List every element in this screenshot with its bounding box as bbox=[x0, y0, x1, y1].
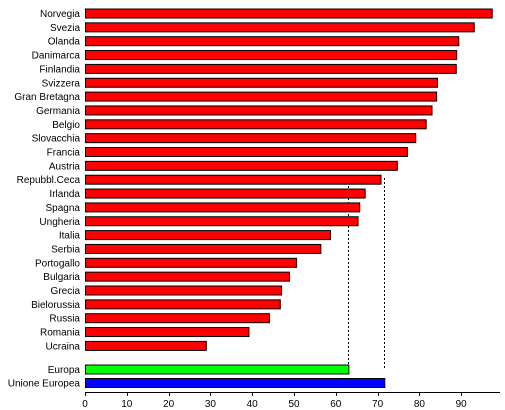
category-label-1: Svezia bbox=[50, 23, 80, 34]
category-label-11: Austria bbox=[49, 161, 81, 172]
bar-22 bbox=[85, 313, 270, 324]
bar-12 bbox=[85, 174, 382, 185]
x-tick-label-0: 0 bbox=[82, 399, 88, 410]
category-label-18: Portogallo bbox=[35, 258, 80, 269]
bar-19 bbox=[85, 271, 290, 282]
category-label-12: Repubbl.Ceca bbox=[17, 175, 81, 186]
bar-4 bbox=[85, 63, 457, 74]
bar-26 bbox=[85, 378, 386, 388]
x-tick-label-6: 60 bbox=[330, 399, 342, 410]
x-tick-label-5: 50 bbox=[288, 399, 300, 410]
x-tick-label-7: 70 bbox=[372, 399, 384, 410]
category-label-23: Romania bbox=[40, 328, 80, 339]
category-label-8: Belgio bbox=[52, 120, 80, 131]
category-label-4: Finlandia bbox=[39, 64, 80, 75]
bar-14 bbox=[85, 202, 361, 213]
category-label-17: Serbia bbox=[51, 244, 80, 255]
category-label-15: Ungheria bbox=[39, 217, 80, 228]
category-label-2: Olanda bbox=[48, 37, 81, 48]
x-tick-label-3: 30 bbox=[205, 399, 217, 410]
category-label-9: Slovacchia bbox=[32, 134, 81, 145]
category-label-13: Irlanda bbox=[49, 189, 80, 200]
category-label-6: Gran Bretagna bbox=[14, 92, 80, 103]
bar-16 bbox=[85, 230, 331, 241]
bar-13 bbox=[85, 188, 366, 199]
bar-23 bbox=[85, 327, 250, 338]
category-label-20: Grecia bbox=[51, 286, 81, 297]
category-label-24: Ucraina bbox=[46, 341, 81, 352]
bar-0 bbox=[85, 8, 493, 19]
x-tick-label-9: 90 bbox=[456, 399, 468, 410]
bar-2 bbox=[85, 36, 460, 47]
x-tick-label-1: 10 bbox=[121, 399, 133, 410]
x-axis: 0 10 20 30 40 50 60 70 80 90 bbox=[82, 392, 500, 410]
bar-9 bbox=[85, 133, 417, 144]
bar-18 bbox=[85, 257, 298, 268]
bars bbox=[85, 8, 493, 388]
bar-3 bbox=[85, 50, 458, 61]
category-label-3: Danimarca bbox=[32, 51, 81, 62]
bar-1 bbox=[85, 22, 475, 33]
bar-6 bbox=[85, 91, 438, 102]
bar-17 bbox=[85, 243, 322, 254]
x-tick-label-4: 40 bbox=[247, 399, 259, 410]
category-label-7: Germania bbox=[36, 106, 80, 117]
bar-11 bbox=[85, 160, 398, 171]
category-label-26: Unione Europea bbox=[8, 379, 81, 390]
category-label-5: Svizzera bbox=[42, 78, 81, 89]
category-label-19: Bulgaria bbox=[43, 272, 80, 283]
x-tick-label-2: 20 bbox=[163, 399, 175, 410]
bar-5 bbox=[85, 77, 438, 88]
category-label-0: Norvegia bbox=[40, 9, 80, 20]
category-label-22: Russia bbox=[49, 314, 80, 325]
bar-7 bbox=[85, 105, 433, 116]
bar-8 bbox=[85, 119, 427, 130]
category-label-14: Spagna bbox=[46, 203, 81, 214]
category-labels: Norvegia Svezia Olanda Danimarca Finlandia Sv… bbox=[8, 9, 81, 390]
x-tick-label-8: 80 bbox=[414, 399, 426, 410]
bar-15 bbox=[85, 216, 359, 227]
bar-24 bbox=[85, 340, 207, 351]
category-label-21: Bielorussia bbox=[31, 300, 80, 311]
bar-10 bbox=[85, 147, 408, 157]
category-label-16: Italia bbox=[59, 231, 81, 242]
bar-21 bbox=[85, 299, 281, 310]
category-label-10: Francia bbox=[47, 148, 81, 159]
category-label-25: Europa bbox=[48, 365, 81, 376]
bar-20 bbox=[85, 285, 283, 296]
bar-25 bbox=[85, 364, 350, 375]
